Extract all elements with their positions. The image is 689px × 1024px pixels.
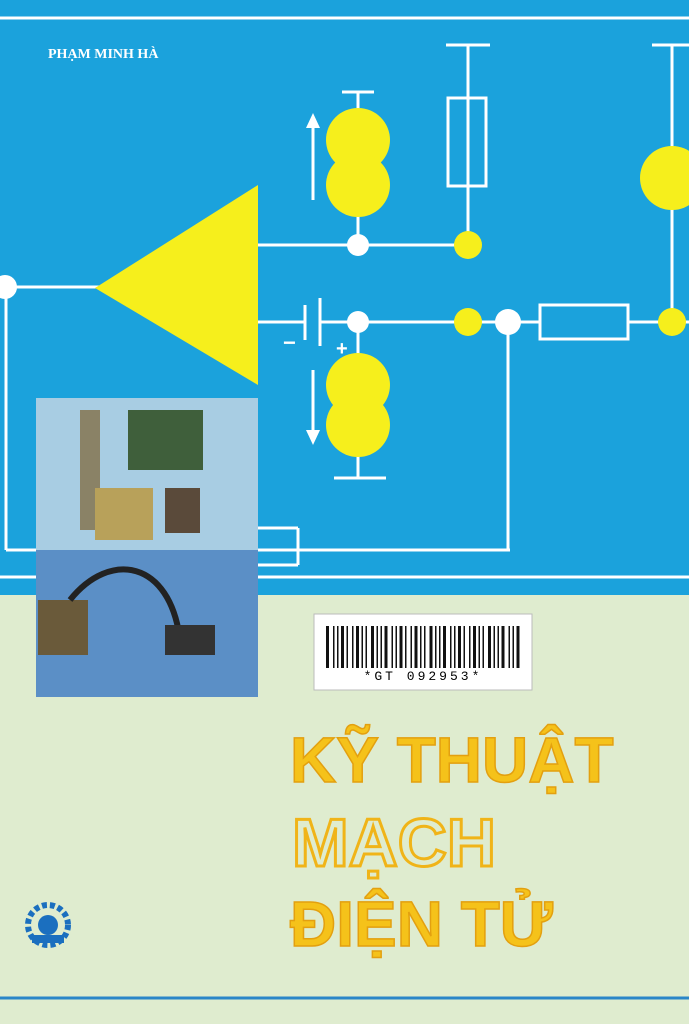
barcode-bar <box>463 626 465 668</box>
barcode-bar <box>346 626 348 668</box>
barcode-bar <box>410 626 412 668</box>
barcode-bar <box>384 626 388 668</box>
author: PHẠM MINH HÀ <box>48 45 159 62</box>
barcode-bar <box>414 626 418 668</box>
barcode-bar <box>365 626 367 668</box>
title-line: KỸ THUẬT <box>290 723 614 796</box>
barcode-bar <box>497 626 499 668</box>
barcode-bar <box>429 626 433 668</box>
title: KỸ THUẬT MẠCH ĐIỆN TỬ <box>289 722 614 961</box>
barcode-bar <box>399 626 403 668</box>
barcode-bar <box>478 626 480 668</box>
publisher-logo <box>25 902 71 948</box>
barcode-bar <box>516 626 520 668</box>
barcode-bar <box>424 626 426 668</box>
barcode-bar <box>420 626 422 668</box>
barcode-bar <box>352 626 354 668</box>
barcode-bar <box>508 626 510 668</box>
barcode-bar <box>473 626 476 668</box>
barcode-bar <box>356 626 359 668</box>
barcode-bar <box>454 626 456 668</box>
svg-text:−: − <box>283 330 296 355</box>
barcode-bar <box>361 626 363 668</box>
barcode-bar <box>371 626 374 668</box>
barcode-bar <box>341 626 344 668</box>
barcode-bar <box>458 626 461 668</box>
title-line: MẠCH <box>292 805 496 881</box>
barcode-bar <box>501 626 505 668</box>
barcode-bar <box>395 626 397 668</box>
title-line: ĐIỆN TỬ <box>290 887 554 960</box>
barcode-bar <box>326 626 329 668</box>
barcode-bar <box>512 626 514 668</box>
barcode-bar <box>391 626 393 668</box>
barcode-label: *GT 092953* <box>313 613 533 691</box>
barcode-bar <box>376 626 378 668</box>
barcode-bar <box>333 626 335 668</box>
circuit: − + <box>0 16 689 579</box>
barcode-bar <box>439 626 441 668</box>
barcode-bar <box>493 626 495 668</box>
svg-text:+: + <box>336 338 348 360</box>
barcode-bar <box>450 626 452 668</box>
barcode-bar <box>469 626 471 668</box>
barcode-bar <box>488 626 491 668</box>
barcode-bar <box>482 626 484 668</box>
barcode-text: *GT 092953* <box>364 669 483 684</box>
barcode-bar <box>405 626 407 668</box>
barcode-bar <box>443 626 446 668</box>
photos <box>36 398 258 697</box>
barcode-bar <box>435 626 437 668</box>
barcode-bar <box>337 626 339 668</box>
barcode-bar <box>380 626 382 668</box>
